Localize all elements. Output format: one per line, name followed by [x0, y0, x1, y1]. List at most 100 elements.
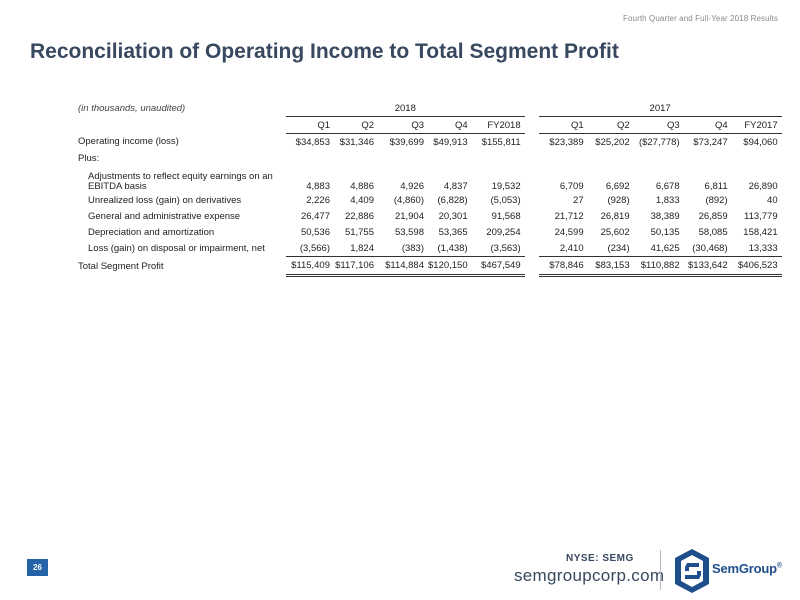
- year-2018-header: 2018: [286, 100, 525, 117]
- table-row: Depreciation and amortization 50,536 51,…: [78, 224, 782, 240]
- cell-value: 53,365: [438, 226, 468, 238]
- row-label: Depreciation and amortization: [88, 226, 215, 238]
- cell-value: $120,150: [428, 256, 472, 277]
- cell-value: 91,568: [491, 210, 521, 222]
- cell-value: 4,409: [350, 194, 374, 206]
- cell-value: 4,883: [306, 181, 330, 192]
- cell-value: $406,523: [731, 256, 782, 277]
- column-header: Q2: [587, 116, 634, 134]
- cell-value: (30,468): [692, 242, 728, 254]
- column-header: Q3: [378, 116, 428, 134]
- column-header: Q3: [633, 116, 684, 134]
- cell-value: 41,625: [650, 242, 680, 254]
- total-row: Total Segment Profit $115,409 $117,106 $…: [78, 256, 782, 277]
- cell-value: (383): [401, 242, 424, 254]
- column-header: FY2017: [731, 116, 782, 134]
- cell-value: 4,886: [350, 181, 374, 192]
- registered-mark: ®: [776, 562, 782, 570]
- year-header-row: (in thousands, unaudited) 2018 2017: [78, 100, 782, 117]
- column-header: Q1: [538, 116, 588, 134]
- cell-value: 22,886: [344, 210, 374, 222]
- cell-value: (1,438): [437, 242, 468, 254]
- cell-value: (234): [607, 242, 630, 254]
- cell-value: 13,333: [748, 242, 778, 254]
- cell-value: $78,846: [538, 256, 588, 277]
- cell-value: (5,053): [490, 194, 521, 206]
- cell-value: 4,837: [443, 181, 468, 192]
- cell-value: $114,884: [378, 256, 428, 277]
- cell-value: 1,824: [350, 242, 374, 254]
- cell-value: 26,477: [300, 210, 330, 222]
- reconciliation-table: (in thousands, unaudited) 2018 2017 Q1 Q…: [78, 100, 782, 277]
- cell-value: 6,678: [655, 181, 680, 192]
- cell-value: $25,202: [595, 136, 630, 148]
- cell-value: 209,254: [486, 226, 521, 238]
- column-header: Q4: [428, 116, 472, 134]
- cell-value: 24,599: [554, 226, 584, 238]
- cell-value: 51,755: [344, 226, 374, 238]
- cell-value: 50,536: [300, 226, 330, 238]
- cell-value: (3,566): [299, 242, 330, 254]
- cell-value: $23,389: [549, 136, 584, 148]
- cell-value: 21,904: [394, 210, 424, 222]
- cell-value: 58,085: [698, 226, 728, 238]
- cell-value: 113,779: [743, 210, 778, 222]
- cell-value: 38,389: [650, 210, 680, 222]
- cell-value: $110,882: [633, 256, 684, 277]
- logo-text: SemGroup: [712, 561, 777, 576]
- cell-value: 53,598: [394, 226, 424, 238]
- cell-value: 25,602: [600, 226, 630, 238]
- semgroup-logo-mark-icon: [675, 549, 709, 593]
- cell-value: 6,692: [605, 181, 630, 192]
- cell-value: $49,913: [433, 136, 468, 148]
- cell-value: $83,153: [587, 256, 634, 277]
- column-header: Q2: [334, 116, 378, 134]
- cell-value: 21,712: [554, 210, 584, 222]
- units-label: (in thousands, unaudited): [78, 102, 186, 114]
- cell-value: 26,890: [748, 181, 778, 192]
- header-note: Fourth Quarter and Full-Year 2018 Result…: [623, 14, 778, 23]
- cell-value: (4,860): [393, 194, 424, 206]
- table-row: General and administrative expense 26,47…: [78, 208, 782, 224]
- column-header: Q1: [286, 116, 334, 134]
- stock-ticker: NYSE: SEMG: [566, 553, 634, 564]
- cell-value: $133,642: [683, 256, 732, 277]
- column-header: Q4: [683, 116, 732, 134]
- cell-value: 19,532: [491, 181, 521, 192]
- cell-value: $467,549: [471, 256, 525, 277]
- table-row: Loss (gain) on disposal or impairment, n…: [78, 240, 782, 257]
- cell-value: 6,709: [559, 181, 584, 192]
- cell-value: 20,301: [438, 210, 468, 222]
- cell-value: 1,833: [655, 194, 680, 206]
- cell-value: 2,410: [559, 242, 584, 254]
- cell-value: (928): [607, 194, 630, 206]
- cell-value: (6,828): [437, 194, 468, 206]
- cell-value: 6,811: [704, 181, 728, 192]
- cell-value: $115,409: [286, 256, 334, 277]
- page-number-badge: 26: [27, 559, 48, 576]
- row-label: Loss (gain) on disposal or impairment, n…: [88, 242, 265, 254]
- cell-value: 50,135: [650, 226, 680, 238]
- website-link[interactable]: semgroupcorp.com: [514, 566, 665, 585]
- semgroup-logo: [672, 548, 792, 594]
- cell-value: 4,926: [400, 181, 424, 192]
- cell-value: $31,346: [339, 136, 374, 148]
- cell-value: 2,226: [306, 194, 330, 206]
- cell-value: $39,699: [389, 136, 424, 148]
- row-label: Total Segment Profit: [78, 260, 164, 272]
- cell-value: ($27,778): [638, 136, 680, 148]
- row-label: Operating income (loss): [78, 136, 179, 148]
- column-header: FY2018: [471, 116, 525, 134]
- row-label: Plus:: [78, 152, 100, 164]
- cell-value: 40: [767, 194, 778, 206]
- table-row: Operating income (loss) $34,853 $31,346 …: [78, 134, 782, 151]
- row-label: Unrealized loss (gain) on derivatives: [88, 194, 242, 206]
- semgroup-logo-text: SemGroup®: [712, 561, 782, 576]
- cell-value: $94,060: [743, 136, 778, 148]
- footer-divider: [660, 550, 661, 590]
- table-row: Plus:: [78, 150, 782, 166]
- cell-value: $34,853: [295, 136, 330, 148]
- table-row: Adjustments to reflect equity earnings o…: [78, 166, 782, 193]
- cell-value: 26,819: [600, 210, 630, 222]
- row-label: Adjustments to reflect equity earnings o…: [88, 171, 273, 192]
